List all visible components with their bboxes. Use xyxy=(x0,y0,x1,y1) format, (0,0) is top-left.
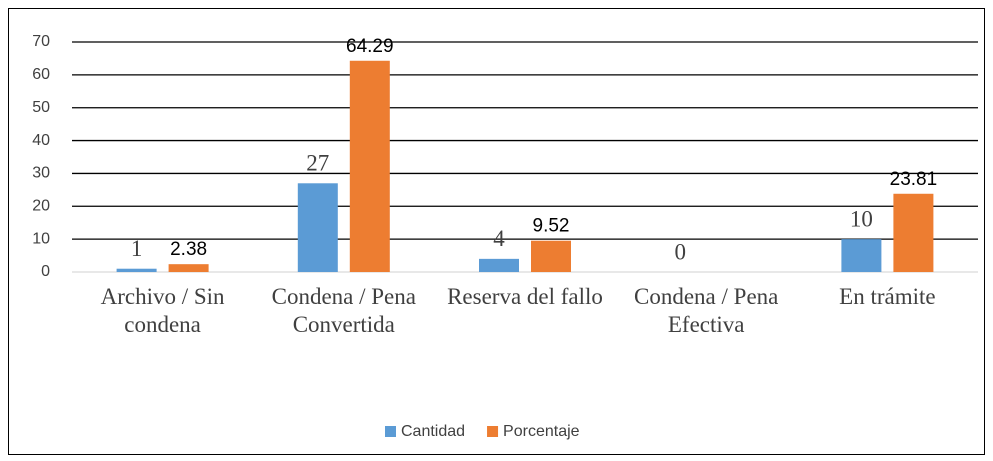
bar xyxy=(531,240,571,272)
bar xyxy=(116,268,157,272)
y-tick-label: 30 xyxy=(32,165,50,182)
legend-label: Cantidad xyxy=(401,423,465,440)
data-label: 4 xyxy=(493,226,505,251)
y-tick-label: 50 xyxy=(32,99,50,116)
data-label: 2.38 xyxy=(170,239,207,260)
x-tick-label: En trámite xyxy=(839,284,936,309)
x-tick-label: Archivo / Sin condena xyxy=(100,284,225,337)
bar xyxy=(479,258,519,272)
bar xyxy=(893,193,934,272)
x-tick-label: Reserva del fallo xyxy=(447,284,603,309)
chart-frame xyxy=(8,8,985,455)
y-tick-label: 10 xyxy=(32,230,50,247)
x-tick-label: Condena / Pena Efectiva xyxy=(634,284,779,337)
legend-swatch xyxy=(385,426,396,437)
y-tick-label: 40 xyxy=(32,132,50,149)
legend-swatch xyxy=(487,426,499,437)
y-tick-label: 20 xyxy=(32,198,50,215)
y-tick-label: 70 xyxy=(32,33,50,50)
y-tick-label: 0 xyxy=(41,263,50,280)
bar xyxy=(841,239,882,272)
data-label: 1 xyxy=(131,236,143,261)
y-tick-label: 60 xyxy=(32,66,50,83)
data-label: 10 xyxy=(850,206,873,231)
data-label: 27 xyxy=(306,151,329,176)
data-label: 9.52 xyxy=(533,216,570,237)
data-label: 23.81 xyxy=(890,169,938,190)
data-label: 0 xyxy=(674,239,686,264)
data-label: 64.29 xyxy=(346,36,394,57)
x-tick-label: Condena / Pena Convertida xyxy=(271,284,416,337)
bar xyxy=(168,264,209,272)
bar xyxy=(349,60,390,272)
bar xyxy=(297,183,338,272)
legend-label: Porcentaje xyxy=(503,423,580,440)
